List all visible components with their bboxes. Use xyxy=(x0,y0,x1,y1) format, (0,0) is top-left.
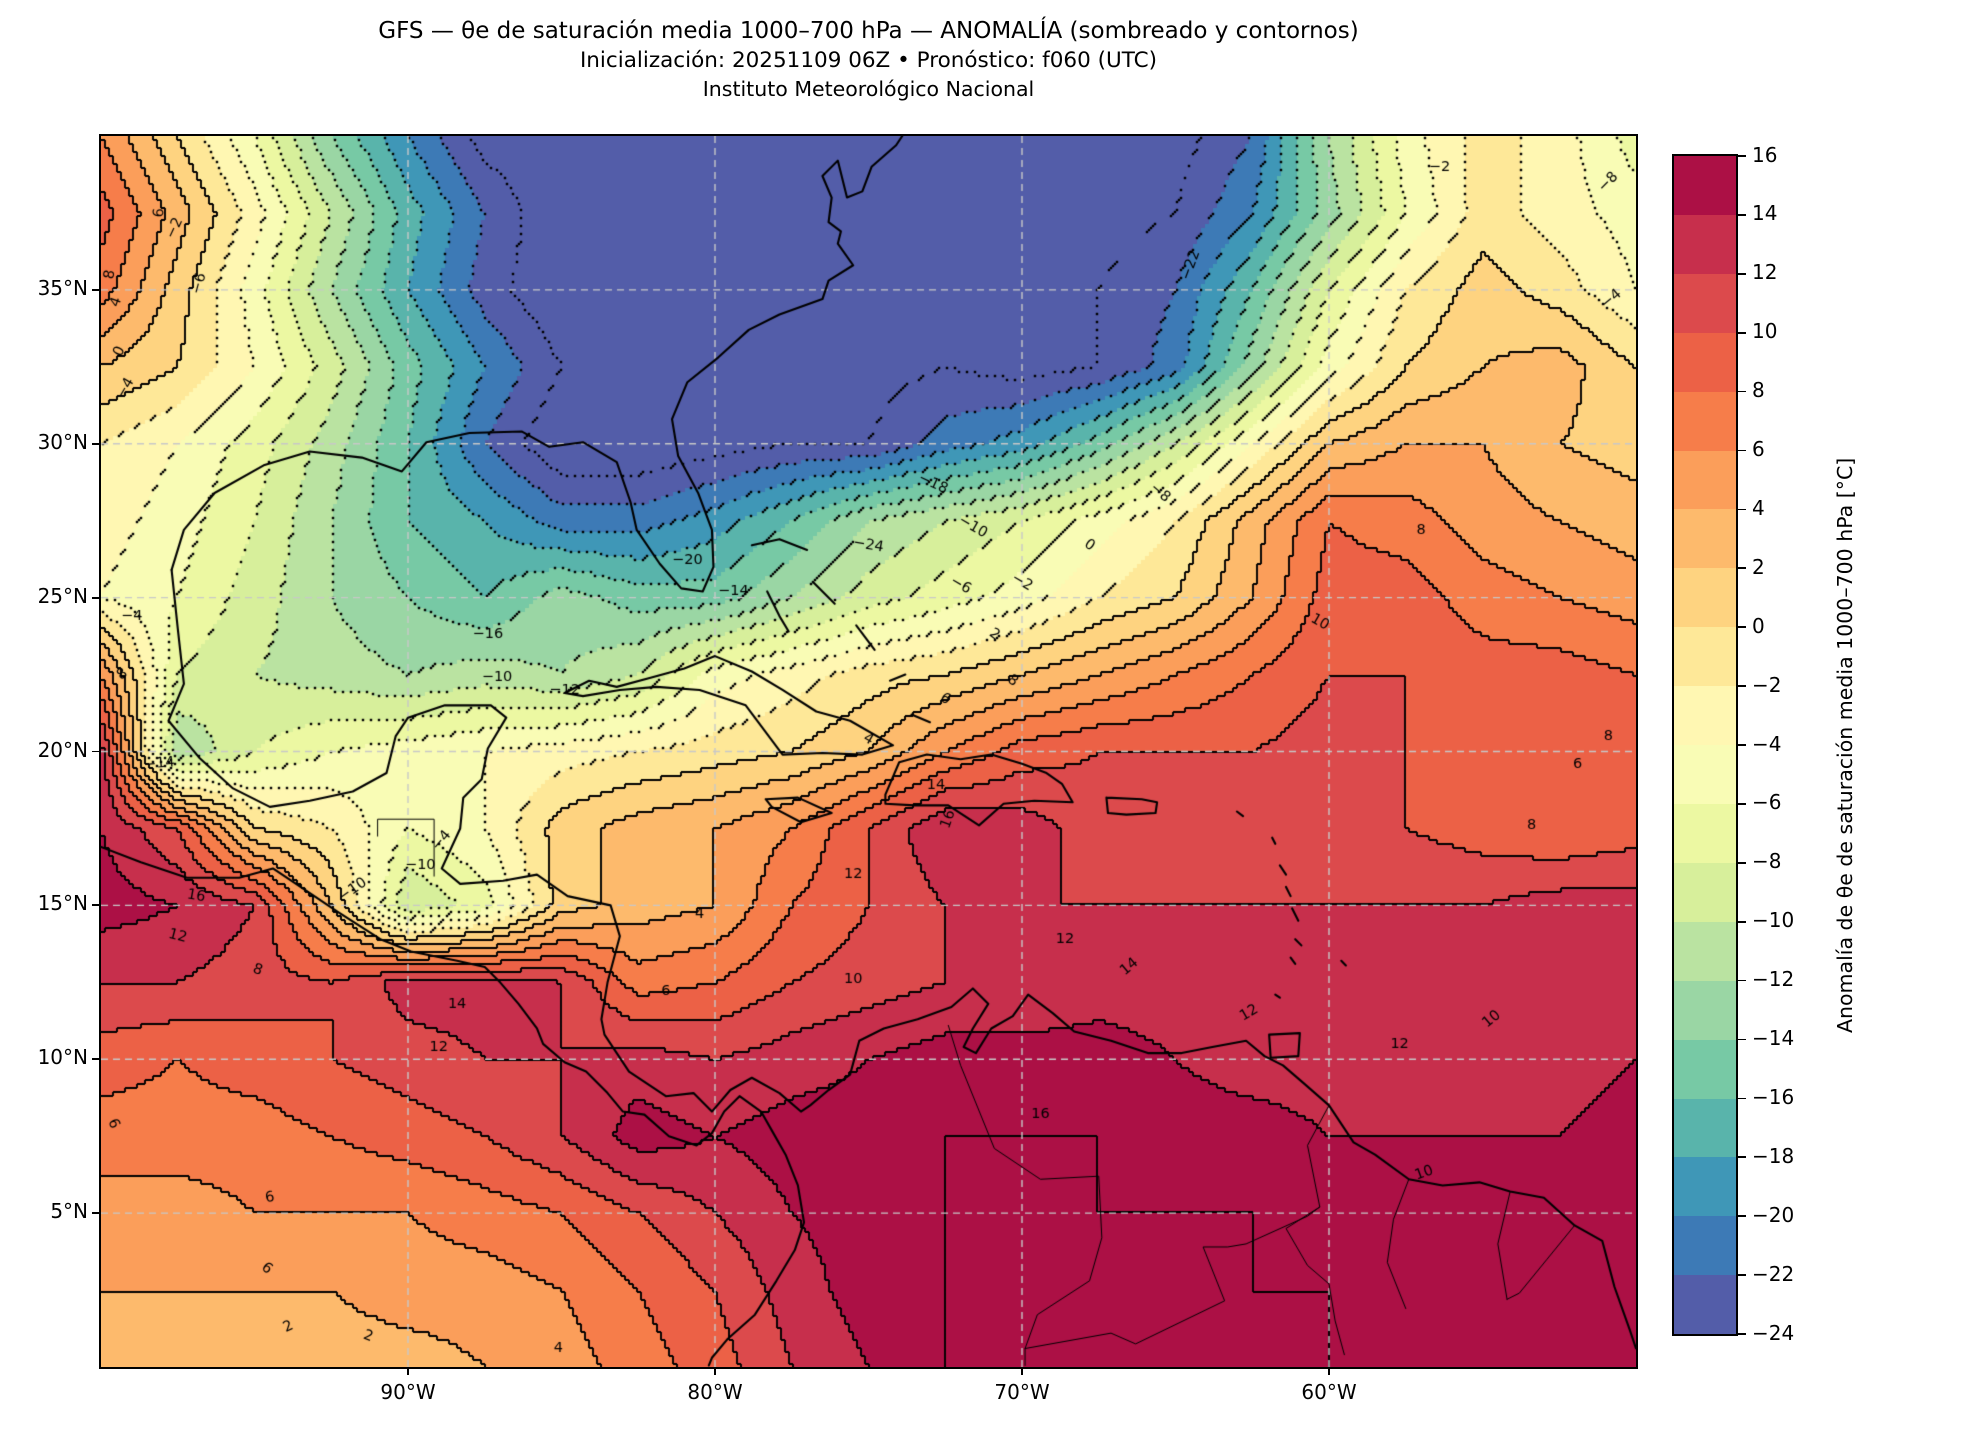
colorbar-tick-label: −8 xyxy=(1752,849,1782,874)
map-frame xyxy=(99,134,1638,1369)
y-tick-label: 5°N xyxy=(50,1199,88,1224)
colorbar-tick-mark xyxy=(1738,861,1746,864)
colorbar-tick-label: 14 xyxy=(1752,201,1778,226)
y-tick-label: 20°N xyxy=(37,737,88,762)
colorbar-segment xyxy=(1674,332,1736,392)
colorbar-tick-label: −4 xyxy=(1752,731,1782,756)
y-tick-mark xyxy=(92,596,100,599)
colorbar-tick-mark xyxy=(1738,920,1746,923)
y-tick-mark xyxy=(92,750,100,753)
colorbar-segment xyxy=(1674,1039,1736,1099)
colorbar-segment xyxy=(1674,450,1736,510)
colorbar-tick-mark xyxy=(1738,272,1746,275)
colorbar-segment xyxy=(1674,1216,1736,1276)
colorbar-tick-mark xyxy=(1738,1274,1746,1276)
colorbar-tick-mark xyxy=(1738,567,1746,570)
colorbar-tick-label: −14 xyxy=(1752,1026,1795,1050)
colorbar-tick-mark xyxy=(1738,1333,1746,1335)
y-tick-mark xyxy=(92,904,100,907)
colorbar-segment xyxy=(1674,1275,1736,1335)
chart-subtitle: Inicialización: 20251109 06Z • Pronóstic… xyxy=(579,48,1158,73)
colorbar-tick-mark xyxy=(1738,1038,1746,1041)
colorbar-segment xyxy=(1674,214,1736,274)
colorbar-tick-mark xyxy=(1738,449,1746,452)
x-tick-label: 80°W xyxy=(687,1380,743,1404)
colorbar-segment xyxy=(1674,1157,1736,1217)
x-tick-mark xyxy=(714,1367,716,1375)
colorbar-tick-label: 2 xyxy=(1752,554,1765,579)
x-tick-mark xyxy=(1021,1367,1023,1375)
colorbar-segment xyxy=(1674,803,1736,863)
colorbar-segment xyxy=(1674,391,1736,451)
colorbar-tick-label: 10 xyxy=(1752,319,1778,344)
colorbar-tick-label: −22 xyxy=(1752,1261,1795,1286)
colorbar-tick-label: 16 xyxy=(1752,142,1778,167)
colorbar-tick-label: −12 xyxy=(1752,967,1795,992)
y-tick-label: 15°N xyxy=(37,891,88,916)
colorbar-tick-label: 4 xyxy=(1752,495,1765,520)
y-tick-label: 35°N xyxy=(37,275,88,300)
colorbar-tick-label: −16 xyxy=(1752,1084,1795,1109)
x-tick-label: 70°W xyxy=(994,1380,1050,1404)
colorbar-tick-mark xyxy=(1738,214,1746,216)
y-tick-label: 25°N xyxy=(37,583,88,608)
title-block: GFS — θe de saturación media 1000–700 hP… xyxy=(101,16,1636,103)
colorbar-tick-label: −10 xyxy=(1752,908,1795,933)
colorbar-tick-mark xyxy=(1738,1097,1746,1100)
y-tick-label: 10°N xyxy=(37,1045,88,1070)
colorbar-segment xyxy=(1674,568,1736,628)
colorbar xyxy=(1672,154,1738,1336)
colorbar-tick-label: 6 xyxy=(1752,437,1765,461)
y-tick-label: 30°N xyxy=(37,429,88,454)
colorbar-segment xyxy=(1674,1098,1736,1158)
colorbar-segment xyxy=(1674,627,1736,687)
y-tick-mark xyxy=(92,1058,100,1061)
y-tick-mark xyxy=(92,442,100,445)
colorbar-tick-label: 8 xyxy=(1752,378,1765,403)
colorbar-tick-mark xyxy=(1738,744,1746,746)
colorbar-tick-mark xyxy=(1738,685,1746,687)
colorbar-tick-label: 0 xyxy=(1752,613,1765,638)
colorbar-segment xyxy=(1674,862,1736,922)
x-tick-label: 60°W xyxy=(1301,1380,1357,1404)
y-tick-mark xyxy=(92,1212,100,1215)
colorbar-segment xyxy=(1674,509,1736,569)
colorbar-tick-label: −18 xyxy=(1752,1143,1795,1168)
x-tick-mark xyxy=(407,1367,409,1375)
colorbar-tick-label: −24 xyxy=(1752,1320,1795,1345)
colorbar-tick-label: −2 xyxy=(1752,672,1782,697)
colorbar-tick-mark xyxy=(1738,1156,1746,1159)
map-plot xyxy=(101,136,1636,1367)
colorbar-tick-mark xyxy=(1738,155,1746,157)
colorbar-tick-mark xyxy=(1738,390,1746,393)
colorbar-tick-mark xyxy=(1738,1215,1746,1218)
colorbar-segment xyxy=(1674,156,1736,215)
x-tick-label: 90°W xyxy=(380,1380,436,1404)
colorbar-tick-label: 12 xyxy=(1752,260,1778,285)
colorbar-tick-mark xyxy=(1738,803,1746,805)
colorbar-tick-mark xyxy=(1738,979,1746,982)
colorbar-segment xyxy=(1674,980,1736,1040)
colorbar-segment xyxy=(1674,686,1736,746)
colorbar-tick-label: −20 xyxy=(1752,1202,1795,1227)
colorbar-tick-mark xyxy=(1738,508,1746,511)
x-tick-mark xyxy=(1328,1367,1330,1375)
colorbar-tick-mark xyxy=(1738,331,1746,334)
y-tick-mark xyxy=(92,288,100,291)
chart-institution: Instituto Meteorológico Nacional xyxy=(702,77,1035,101)
colorbar-tick-label: −6 xyxy=(1752,790,1782,815)
colorbar-label: Anomalía de θe de saturación media 1000–… xyxy=(1833,457,1857,1033)
colorbar-segment xyxy=(1674,745,1736,804)
colorbar-segment xyxy=(1674,273,1736,333)
chart-title: GFS — θe de saturación media 1000–700 hP… xyxy=(378,18,1359,44)
colorbar-segment xyxy=(1674,921,1736,981)
colorbar-tick-mark xyxy=(1738,626,1746,629)
